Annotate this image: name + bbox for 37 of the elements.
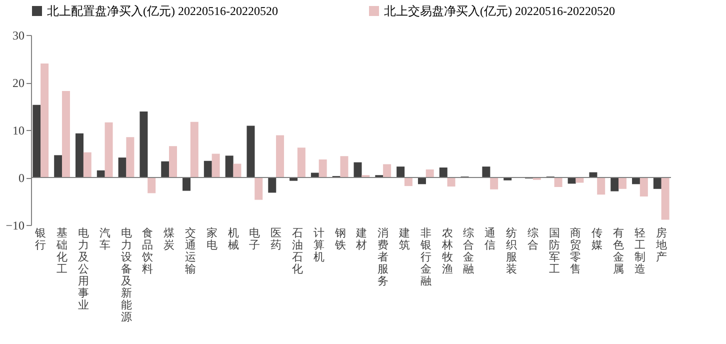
y-tick-label: −10 [6,218,24,232]
legend-label: 北上配置盘净买入(亿元) 20220516-20220520 [47,4,278,18]
x-tick-label: 非银行金融 [419,226,432,288]
x-tick-label: 商贸零售 [570,226,582,276]
x-tick-label: 汽车 [99,228,110,252]
x-tick-label: 综合金融 [463,226,474,276]
x-tick-label: 电力及公用事业 [78,226,89,312]
x-tick-label: 电力设备及新能源 [120,226,132,324]
x-tick-label: 国防军工 [548,228,560,276]
y-tick-label: 20 [12,76,24,90]
x-tick-label: 通信 [484,226,496,252]
x-tick-label: 煤炭 [164,228,175,252]
x-tick-label: 消费者服务 [378,226,389,288]
x-tick-label: 计算机 [313,226,324,264]
x-tick-label: 综合 [527,226,538,252]
y-tick-label: 30 [12,28,24,42]
x-tick-label: 农林牧渔 [440,228,453,276]
y-tick-label: 0 [18,171,24,185]
x-tick-label: 交通运输 [184,226,196,276]
x-tick-label: 传媒 [592,228,603,252]
x-tick-label: 机械 [228,228,239,252]
x-tick-label: 石油石化 [292,228,303,276]
x-tick-label: 食品饮料 [141,228,154,276]
x-tick-label: 家电 [206,226,218,252]
x-tick-label: 有色金属 [613,228,624,276]
x-tick-label: 建材 [355,226,368,252]
x-tick-label: 建筑 [398,226,410,252]
x-tick-label: 钢铁 [334,228,346,252]
y-tick-label: 10 [12,124,24,138]
x-tick-label: 基础化工 [56,226,68,276]
x-tick-label: 电子 [249,226,260,252]
x-tick-label: 纺织服装 [506,226,518,276]
x-tick-label: 银行 [34,228,46,252]
x-tick-label: 医药 [270,228,282,252]
x-tick-label: 轻工制造 [634,228,646,276]
x-tick-label: 房地产 [654,226,667,264]
legend-label: 北上交易盘净买入(亿元) 20220516-20220520 [384,4,615,18]
